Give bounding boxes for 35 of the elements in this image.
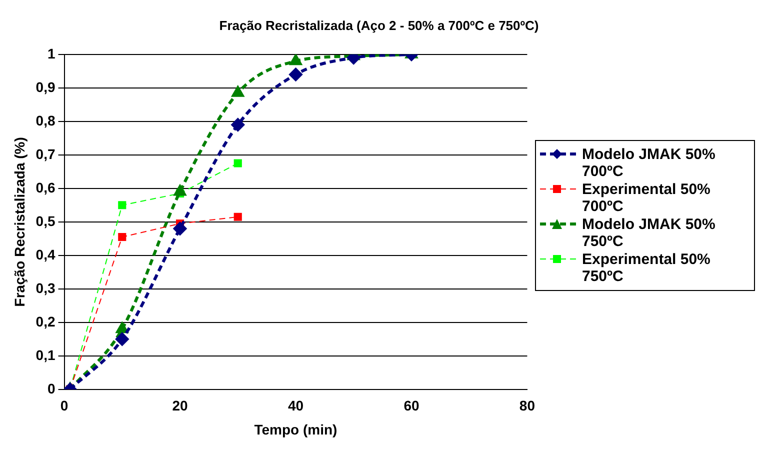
y-tick-label: 0,3 [36,280,56,296]
legend-label: Experimental 50% 700ºC [582,181,712,215]
point [118,201,126,210]
y-tick-label: 0,2 [36,313,56,330]
point [289,68,302,81]
x-tick-label: 40 [288,398,304,414]
legend-label: Modelo JMAK 50% 750ºC [582,216,716,250]
point [231,118,244,132]
y-tick-label: 0,8 [36,112,56,128]
y-tick-label: 0,5 [36,212,56,229]
chart-title: Fração Recristalizada (Aço 2 - 50% a 700ºC e 750ºC) [219,18,539,33]
y-tick-label: 0,7 [36,146,56,162]
point [234,212,242,221]
y-tick-label: 0,9 [36,78,56,95]
y-tick-label: 0 [47,380,56,396]
y-tick-label: 0,4 [36,246,56,262]
y-tick-label: 0,1 [36,346,56,363]
y-axis-title: Fração Recristalizada (%) [11,137,28,307]
x-tick-label: 0 [60,398,68,414]
y-tick-label: 0,6 [36,179,56,196]
point [174,185,186,196]
legend-label: Experimental 50% 750ºC [582,251,712,285]
x-axis-title: Tempo (min) [254,421,338,438]
point [174,222,186,236]
point [232,86,244,97]
point [116,322,128,334]
x-tick-label: 60 [404,398,420,414]
point [234,159,242,168]
point [118,232,126,242]
x-tick-label: 20 [172,398,188,414]
x-tick-label: 80 [519,398,536,414]
point [116,332,129,346]
y-tick-label: 1 [47,45,56,62]
legend-label: Modelo JMAK 50% 700ºC [582,146,716,180]
point [290,54,302,66]
